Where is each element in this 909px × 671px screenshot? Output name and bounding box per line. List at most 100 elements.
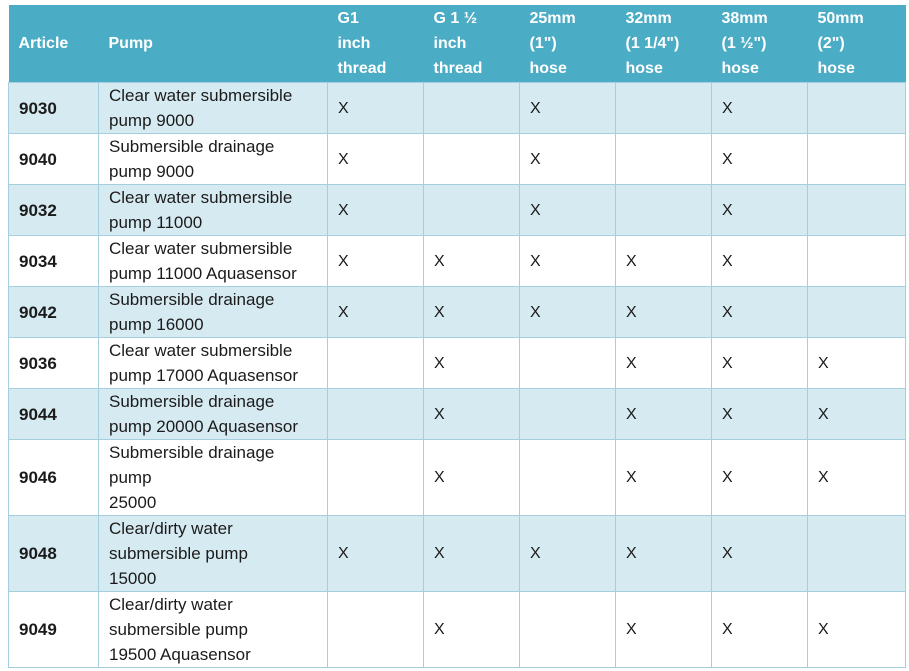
- compat-cell-hose_38mm: X: [711, 82, 808, 134]
- compat-cell-g1_inch_thread: X: [327, 515, 424, 592]
- compat-cell-hose_50mm: X: [807, 439, 906, 516]
- compat-cell-hose_32mm: X: [615, 515, 712, 592]
- compat-cell-g1_5_inch_thread: [423, 82, 520, 134]
- compat-cell-g1_inch_thread: X: [327, 184, 424, 236]
- compat-cell-g1_5_inch_thread: X: [423, 515, 520, 592]
- compat-cell-hose_50mm: [807, 286, 906, 338]
- table-row: 9046 Submersible drainage pump 25000 X X X X: [8, 439, 906, 516]
- column-header-article: Article: [8, 5, 99, 83]
- compat-cell-g1_5_inch_thread: X: [423, 286, 520, 338]
- compat-cell-hose_38mm: X: [711, 439, 808, 516]
- compat-cell-hose_25mm: X: [519, 235, 616, 287]
- compat-cell-g1_inch_thread: X: [327, 235, 424, 287]
- compat-cell-hose_25mm: [519, 439, 616, 516]
- compat-cell-hose_25mm: X: [519, 515, 616, 592]
- compat-cell-g1_inch_thread: [327, 439, 424, 516]
- compat-cell-hose_50mm: X: [807, 337, 906, 389]
- compat-cell-g1_5_inch_thread: X: [423, 591, 520, 668]
- compat-cell-hose_25mm: [519, 388, 616, 440]
- column-header-hose_32mm: 32mm (1 1/4") hose: [615, 5, 712, 83]
- column-header-pump: Pump: [98, 5, 328, 83]
- compat-cell-hose_32mm: X: [615, 388, 712, 440]
- compat-cell-hose_38mm: X: [711, 286, 808, 338]
- compat-cell-hose_25mm: X: [519, 133, 616, 185]
- compat-cell-hose_32mm: X: [615, 591, 712, 668]
- compat-cell-hose_50mm: X: [807, 591, 906, 668]
- compat-cell-g1_inch_thread: [327, 591, 424, 668]
- table-row: 9042 Submersible drainage pump 16000 X X X X X: [8, 286, 906, 338]
- compat-cell-hose_38mm: X: [711, 515, 808, 592]
- compat-cell-g1_inch_thread: X: [327, 286, 424, 338]
- compat-cell-g1_5_inch_thread: [423, 184, 520, 236]
- column-header-g1_inch_thread: G1 inch thread: [327, 5, 424, 83]
- compat-cell-hose_32mm: X: [615, 439, 712, 516]
- article-cell: 9034: [8, 235, 99, 287]
- pump-cell: Clear water submersible pump 9000: [98, 82, 328, 134]
- compat-cell-g1_inch_thread: [327, 388, 424, 440]
- article-cell: 9040: [8, 133, 99, 185]
- compat-cell-hose_32mm: [615, 184, 712, 236]
- table-body: 9030 Clear water submersible pump 9000 X X X…: [8, 82, 906, 668]
- article-cell: 9036: [8, 337, 99, 389]
- table-header: Article Pump G1 inch thread G 1 ½ inch thre…: [8, 5, 906, 83]
- compat-cell-hose_32mm: X: [615, 337, 712, 389]
- compat-cell-hose_38mm: X: [711, 388, 808, 440]
- article-cell: 9044: [8, 388, 99, 440]
- table-row: 9034 Clear water submersible pump 11000 A…: [8, 235, 906, 287]
- pump-cell: Clear water submersible pump 11000: [98, 184, 328, 236]
- article-cell: 9042: [8, 286, 99, 338]
- pump-cell: Submersible drainage pump 20000 Aquasens…: [98, 388, 328, 440]
- table-row: 9048 Clear/dirty water submersible pump 1…: [8, 515, 906, 592]
- pump-cell: Clear water submersible pump 17000 Aquas…: [98, 337, 328, 389]
- compat-cell-hose_32mm: X: [615, 235, 712, 287]
- compat-cell-hose_50mm: [807, 235, 906, 287]
- article-cell: 9032: [8, 184, 99, 236]
- compat-cell-g1_inch_thread: X: [327, 133, 424, 185]
- compat-cell-hose_25mm: [519, 591, 616, 668]
- compat-cell-hose_32mm: X: [615, 286, 712, 338]
- compat-cell-g1_5_inch_thread: X: [423, 337, 520, 389]
- column-header-hose_25mm: 25mm (1") hose: [519, 5, 616, 83]
- table-row: 9030 Clear water submersible pump 9000 X X X: [8, 82, 906, 134]
- table-row: 9044 Submersible drainage pump 20000 Aqua…: [8, 388, 906, 440]
- column-header-hose_50mm: 50mm (2") hose: [807, 5, 906, 83]
- compat-cell-hose_25mm: X: [519, 184, 616, 236]
- compat-cell-hose_38mm: X: [711, 591, 808, 668]
- article-cell: 9049: [8, 591, 99, 668]
- pump-compatibility-table: Article Pump G1 inch thread G 1 ½ inch thre…: [8, 5, 906, 668]
- compat-cell-hose_50mm: [807, 184, 906, 236]
- article-cell: 9048: [8, 515, 99, 592]
- compat-cell-hose_38mm: X: [711, 133, 808, 185]
- compat-cell-hose_38mm: X: [711, 337, 808, 389]
- compat-cell-g1_5_inch_thread: X: [423, 439, 520, 516]
- column-header-g1_5_inch_thread: G 1 ½ inch thread: [423, 5, 520, 83]
- compat-cell-hose_25mm: X: [519, 82, 616, 134]
- pump-cell: Clear water submersible pump 11000 Aquas…: [98, 235, 328, 287]
- compat-cell-hose_25mm: [519, 337, 616, 389]
- table-row: 9036 Clear water submersible pump 17000 A…: [8, 337, 906, 389]
- compat-cell-hose_50mm: [807, 515, 906, 592]
- pump-cell: Submersible drainage pump 16000: [98, 286, 328, 338]
- pump-cell: Clear/dirty water submersible pump 15000: [98, 515, 328, 592]
- compat-cell-hose_50mm: X: [807, 388, 906, 440]
- pump-cell: Clear/dirty water submersible pump 19500…: [98, 591, 328, 668]
- compat-cell-hose_32mm: [615, 82, 712, 134]
- compat-cell-hose_50mm: [807, 82, 906, 134]
- compat-cell-hose_50mm: [807, 133, 906, 185]
- table-row: 9040 Submersible drainage pump 9000 X X X: [8, 133, 906, 185]
- table-row: 9032 Clear water submersible pump 11000 X X…: [8, 184, 906, 236]
- compat-cell-hose_38mm: X: [711, 235, 808, 287]
- compat-cell-g1_inch_thread: X: [327, 82, 424, 134]
- compat-cell-hose_25mm: X: [519, 286, 616, 338]
- article-cell: 9030: [8, 82, 99, 134]
- pump-cell: Submersible drainage pump 25000: [98, 439, 328, 516]
- compat-cell-hose_38mm: X: [711, 184, 808, 236]
- compat-cell-g1_5_inch_thread: X: [423, 388, 520, 440]
- column-header-hose_38mm: 38mm (1 ½") hose: [711, 5, 808, 83]
- header-row: Article Pump G1 inch thread G 1 ½ inch thre…: [8, 5, 906, 83]
- compat-cell-g1_inch_thread: [327, 337, 424, 389]
- article-cell: 9046: [8, 439, 99, 516]
- pump-cell: Submersible drainage pump 9000: [98, 133, 328, 185]
- table-row: 9049 Clear/dirty water submersible pump 1…: [8, 591, 906, 668]
